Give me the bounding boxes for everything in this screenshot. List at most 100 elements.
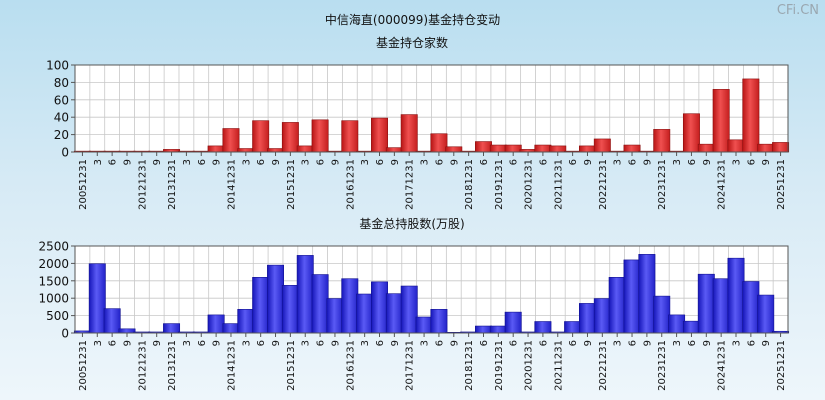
x-tick-label-holders: 3 [93,159,104,165]
bar-shares [400,285,418,334]
x-tick-label-holders: 9 [702,159,713,165]
y-tick-label-holders: 0 [61,146,69,160]
x-tick-label-shares: 9 [330,340,341,346]
bar-holders [237,148,255,153]
x-tick-label-holders: 9 [449,159,460,165]
x-tick-label-holders: 9 [330,159,341,165]
x-tick-label-holders: 3 [672,159,683,165]
bar-shares [697,273,715,334]
plot-frame-holders [74,64,789,153]
bar-shares [564,321,582,334]
x-tick-label-holders: 20171231 [405,159,416,210]
bar-shares [385,293,403,334]
bar-holders [697,143,715,153]
x-tick-label-shares: 6 [256,340,267,346]
bar-shares [593,298,611,334]
x-tick-label-shares: 3 [93,340,104,346]
x-tick-label-shares: 20161231 [345,340,356,391]
x-tick-label-shares: 6 [197,340,208,346]
bar-shares [252,277,270,334]
bar-holders [712,89,730,153]
bar-holders [371,117,388,153]
bar-shares [489,325,507,334]
x-tick-label-holders: 6 [316,159,327,165]
x-tick-label-shares: 6 [434,340,445,346]
bar-shares [712,278,730,334]
x-tick-label-shares: 9 [390,340,401,346]
bar-shares [341,278,359,334]
x-tick-label-shares: 20121231 [137,340,148,391]
x-tick-label-holders: 6 [568,159,579,165]
bar-shares [430,309,448,334]
bar-holders [296,145,314,153]
y-tick-label-holders: 60 [54,93,69,107]
x-tick-label-shares: 3 [182,340,193,346]
x-tick-label-shares: 9 [212,340,223,346]
x-tick-label-holders: 20181231 [464,159,475,210]
x-tick-label-shares: 20211231 [553,340,564,391]
bar-holders [623,144,641,153]
bar-shares [757,294,775,334]
x-tick-label-shares: 9 [122,340,133,346]
x-tick-label-shares: 9 [761,340,772,346]
bar-shares [504,311,522,334]
x-tick-label-holders: 20131231 [167,159,178,210]
x-tick-label-holders: 3 [360,159,371,165]
bar-holders [445,146,463,153]
bar-shares [682,320,700,334]
x-tick-label-shares: 6 [538,340,549,346]
x-tick-label-shares: 20251231 [776,340,787,391]
x-tick-label-holders: 3 [241,159,252,165]
x-tick-label-holders: 6 [434,159,445,165]
x-tick-label-shares: 9 [583,340,594,346]
bar-shares [88,263,106,334]
x-tick-label-holders: 6 [687,159,698,165]
bar-holders [504,144,522,153]
bar-shares [623,259,641,334]
x-tick-label-holders: 3 [420,159,431,165]
bar-shares [371,281,388,334]
x-tick-label-shares: 20131231 [167,340,178,391]
x-tick-label-shares: 20191231 [494,340,505,391]
bar-shares [534,321,552,334]
x-tick-label-holders: 20241231 [717,159,728,210]
bar-shares [237,309,255,334]
x-tick-label-holders: 9 [583,159,594,165]
x-tick-label-holders: 20211231 [553,159,564,210]
bar-shares [163,323,181,334]
bar-shares [118,328,136,334]
x-tick-label-holders: 3 [301,159,312,165]
x-tick-label-holders: 6 [628,159,639,165]
bar-holders [534,144,552,153]
y-tick-label-holders: 80 [54,76,69,90]
bar-holders [400,114,418,153]
bar-holders [772,142,790,153]
x-tick-label-holders: 20231231 [657,159,668,210]
x-tick-label-holders: 6 [375,159,386,165]
bar-holders [727,139,745,153]
x-tick-label-holders: 9 [152,159,163,165]
x-tick-label-holders: 20141231 [226,159,237,210]
x-tick-label-shares: 3 [732,340,743,346]
chart-title-shares: 基金总持股数(万股) [359,216,464,231]
plot-frame-shares [74,245,789,334]
bar-holders [757,143,775,153]
x-tick-label-shares: 6 [375,340,386,346]
x-tick-label-shares: 3 [360,340,371,346]
x-tick-label-shares: 9 [642,340,653,346]
x-tick-label-holders: 20121231 [137,159,148,210]
bar-shares [281,285,299,334]
x-tick-label-holders: 9 [642,159,653,165]
x-tick-label-shares: 20171231 [405,340,416,391]
y-tick-label-shares: 1500 [38,274,69,288]
bar-shares [638,254,656,334]
watermark: CFi.CN [776,3,819,18]
bar-holders [489,144,507,153]
x-tick-label-holders: 6 [479,159,490,165]
x-tick-label-shares: 3 [241,340,252,346]
x-tick-label-holders: 6 [108,159,119,165]
bar-holders [549,145,567,153]
x-tick-label-shares: 6 [746,340,757,346]
x-tick-label-holders: 9 [122,159,133,165]
y-tick-label-holders: 40 [54,111,69,125]
